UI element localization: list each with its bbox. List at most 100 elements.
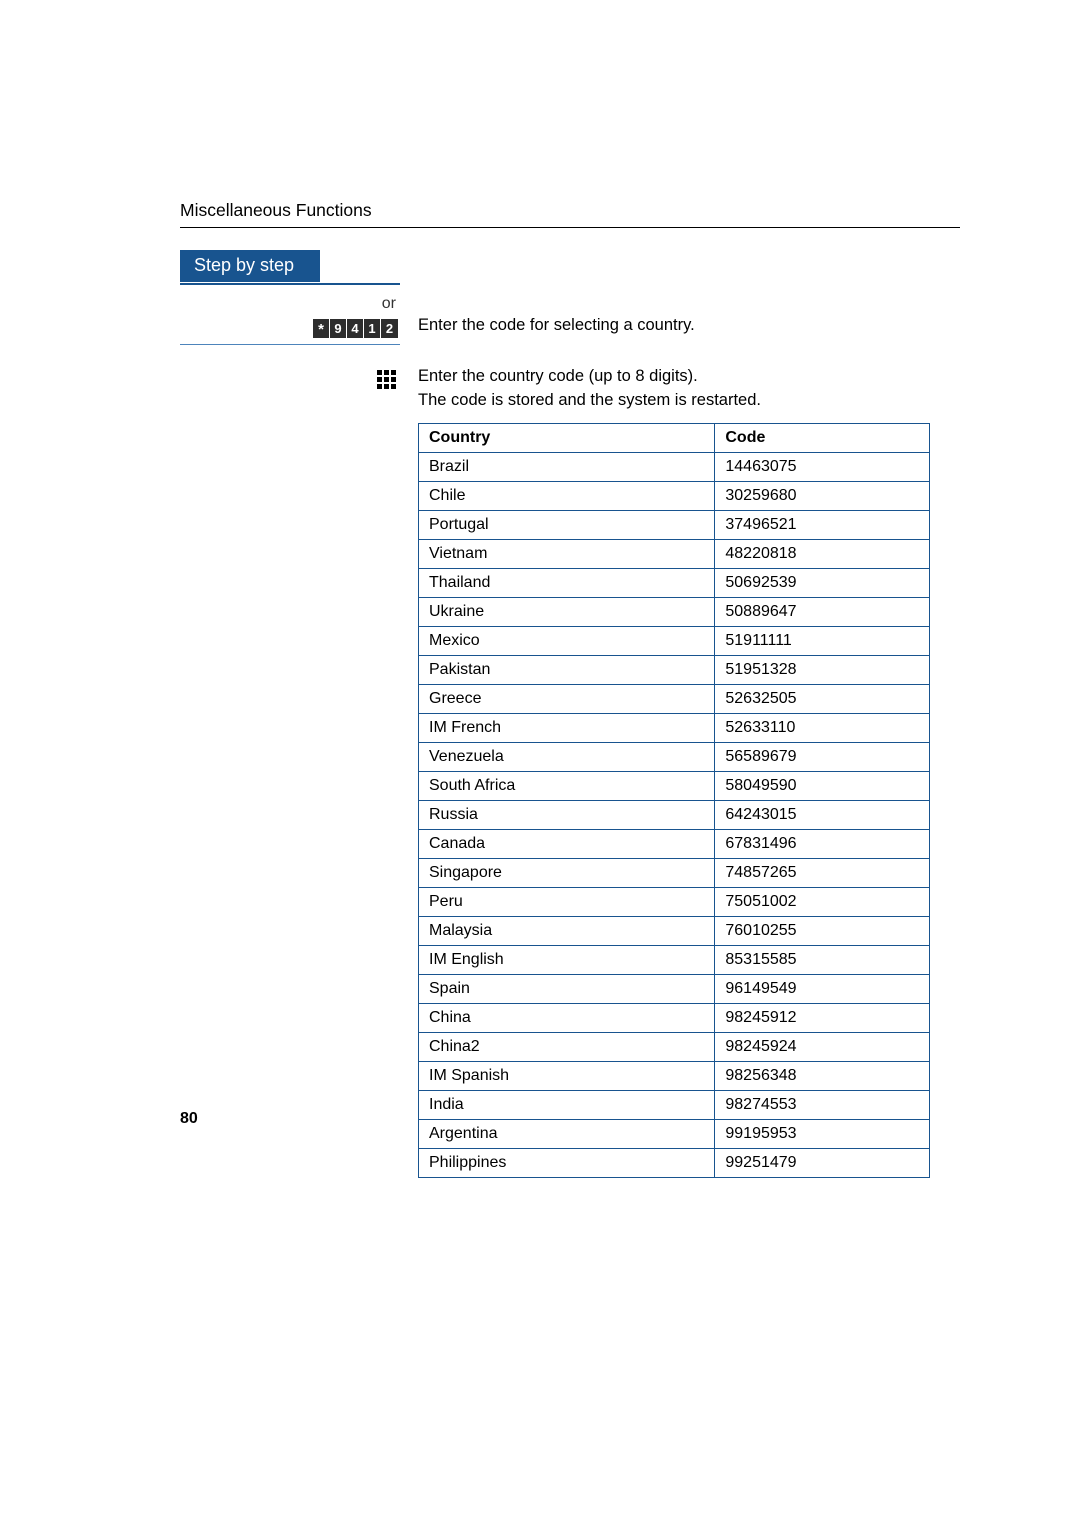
table-row: Ukraine50889647 [419,597,930,626]
table-row: IM French52633110 [419,713,930,742]
table-row: China98245912 [419,1003,930,1032]
cell-code: 74857265 [715,858,930,887]
instruction-text: The code is stored and the system is res… [418,391,761,409]
table-row: Mexico51911111 [419,626,930,655]
cell-country: China2 [419,1032,715,1061]
cell-country: IM French [419,713,715,742]
cell-country: Peru [419,887,715,916]
cell-code: 99251479 [715,1148,930,1177]
table-row: Pakistan51951328 [419,655,930,684]
cell-country: Malaysia [419,916,715,945]
cell-country: South Africa [419,771,715,800]
cell-country: Greece [419,684,715,713]
cell-code: 75051002 [715,887,930,916]
table-row: Chile30259680 [419,481,930,510]
table-row: Vietnam48220818 [419,539,930,568]
table-row: Thailand50692539 [419,568,930,597]
cell-country: IM Spanish [419,1061,715,1090]
cell-code: 56589679 [715,742,930,771]
table-row: Portugal37496521 [419,510,930,539]
cell-code: 51951328 [715,655,930,684]
cell-country: Ukraine [419,597,715,626]
cell-code: 64243015 [715,800,930,829]
instruction-text: Enter the code for selecting a country. [418,316,695,335]
table-row: South Africa58049590 [419,771,930,800]
step-by-step-tab: Step by step [180,250,320,282]
code-digit: 9 [330,319,347,338]
instruction-1-block: Enter the code for selecting a country. [418,281,960,341]
right-column: Enter the code for selecting a country. … [400,250,960,1178]
header-rule [180,227,960,228]
table-row: Russia64243015 [419,800,930,829]
table-row: Venezuela56589679 [419,742,930,771]
table-row: Greece52632505 [419,684,930,713]
code-digit: 4 [347,319,364,338]
code-sequence: * 9 4 1 2 [313,319,398,338]
spacer [418,341,960,365]
cell-code: 48220818 [715,539,930,568]
left-keypad-block [180,345,400,395]
cell-country: Singapore [419,858,715,887]
cell-country: Portugal [419,510,715,539]
instruction-2-block: Enter the country code (up to 8 digits).… [418,365,960,413]
table-row: Canada67831496 [419,829,930,858]
cell-code: 98245912 [715,1003,930,1032]
table-row: China298245924 [419,1032,930,1061]
page-header: Miscellaneous Functions [180,200,960,228]
code-digit: * [313,319,330,338]
th-code: Code [715,423,930,452]
cell-code: 14463075 [715,452,930,481]
cell-code: 99195953 [715,1119,930,1148]
left-column: Step by step or * 9 4 1 2 [180,250,400,395]
cell-country: Pakistan [419,655,715,684]
cell-code: 52632505 [715,684,930,713]
cell-code: 51911111 [715,626,930,655]
cell-country: Spain [419,974,715,1003]
code-digit: 2 [381,319,398,338]
content: Step by step or * 9 4 1 2 [180,250,960,1178]
cell-country: Canada [419,829,715,858]
table-row: Peru75051002 [419,887,930,916]
table-header-row: Country Code [419,423,930,452]
cell-code: 96149549 [715,974,930,1003]
cell-code: 52633110 [715,713,930,742]
table-row: Argentina99195953 [419,1119,930,1148]
table-row: India98274553 [419,1090,930,1119]
spacer [418,250,960,281]
table-row: IM Spanish98256348 [419,1061,930,1090]
table-row: IM English85315585 [419,945,930,974]
cell-country: Argentina [419,1119,715,1148]
cell-code: 76010255 [715,916,930,945]
cell-country: IM English [419,945,715,974]
cell-country: India [419,1090,715,1119]
cell-country: Vietnam [419,539,715,568]
country-code-table: Country Code Brazil14463075Chile30259680… [418,423,930,1178]
cell-code: 50692539 [715,568,930,597]
cell-code: 67831496 [715,829,930,858]
cell-country: Philippines [419,1148,715,1177]
table-row: Singapore74857265 [419,858,930,887]
instruction-text: Enter the country code (up to 8 digits). [418,367,698,385]
th-country: Country [419,423,715,452]
keypad-icon [377,370,396,389]
cell-code: 30259680 [715,481,930,510]
step-by-step-tab-wrap: Step by step [180,250,400,285]
cell-code: 50889647 [715,597,930,626]
cell-code: 37496521 [715,510,930,539]
cell-country: Russia [419,800,715,829]
page: Miscellaneous Functions Step by step or … [0,0,1080,1528]
cell-code: 58049590 [715,771,930,800]
or-label: or [382,295,398,313]
page-title: Miscellaneous Functions [180,200,960,221]
table-row: Brazil14463075 [419,452,930,481]
cell-country: China [419,1003,715,1032]
cell-country: Brazil [419,452,715,481]
cell-code: 98274553 [715,1090,930,1119]
table-row: Malaysia76010255 [419,916,930,945]
left-code-block: or * 9 4 1 2 [180,285,400,345]
cell-code: 98256348 [715,1061,930,1090]
cell-code: 85315585 [715,945,930,974]
code-digit: 1 [364,319,381,338]
cell-country: Mexico [419,626,715,655]
cell-country: Thailand [419,568,715,597]
